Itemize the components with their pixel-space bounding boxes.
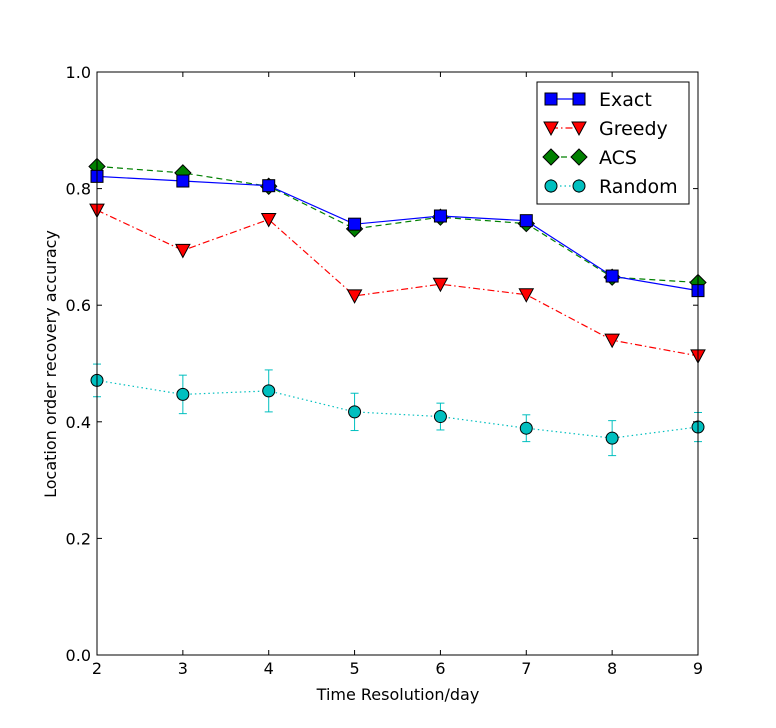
y-tick-label: 0.0 <box>66 646 91 665</box>
x-tick-label: 8 <box>607 659 617 678</box>
data-point <box>604 333 620 349</box>
series-line-exact <box>96 175 699 292</box>
series-line-greedy <box>96 209 699 357</box>
legend-marker <box>542 148 560 166</box>
data-point <box>433 209 447 223</box>
data-point <box>176 387 190 401</box>
series-line-acs <box>96 165 699 284</box>
x-tick-label: 5 <box>349 659 359 678</box>
data-point <box>432 277 449 293</box>
legend-label: Greedy <box>599 118 668 140</box>
data-point <box>519 214 533 228</box>
y-tick-label: 1.0 <box>66 63 91 82</box>
x-tick-label: 2 <box>92 659 102 678</box>
legend-label: ACS <box>599 147 637 169</box>
y-tick-label: 0.6 <box>66 296 91 315</box>
legend-marker <box>544 179 558 193</box>
data-point <box>262 179 276 193</box>
legend-marker <box>543 121 559 137</box>
legend-entry-exact: Exact <box>544 89 652 111</box>
y-tick-label: 0.8 <box>66 180 91 199</box>
legend: Exact Greedy ACS Random <box>536 81 690 205</box>
data-point <box>518 288 535 303</box>
legend-entry-acs: ACS <box>542 147 637 169</box>
data-point <box>260 212 277 228</box>
x-tick-label: 7 <box>521 659 531 678</box>
x-tick-label: 9 <box>693 659 703 678</box>
data-point <box>605 431 619 445</box>
series-greedy <box>89 203 706 364</box>
data-point <box>262 384 276 398</box>
y-tick-label: 0.2 <box>66 529 91 548</box>
legend-entry-greedy: Greedy <box>543 118 668 140</box>
data-point <box>175 243 191 259</box>
x-tick-label: 6 <box>435 659 445 678</box>
legend-marker <box>544 92 558 106</box>
data-point <box>519 421 533 435</box>
x-tick-label: 3 <box>178 659 188 678</box>
y-axis-label: Location order recovery accuracy <box>41 230 60 498</box>
legend-entry-random: Random <box>544 176 678 198</box>
x-axis-label: Time Resolution/day <box>316 685 480 704</box>
plot-frame <box>96 71 699 656</box>
data-point <box>176 174 190 188</box>
legend-marker <box>572 92 586 106</box>
legend-marker <box>572 179 586 193</box>
data-point <box>346 289 363 304</box>
data-point <box>605 269 619 283</box>
legend-marker <box>571 121 587 137</box>
x-tick-label: 4 <box>264 659 274 678</box>
legend-label: Random <box>599 176 678 198</box>
y-tick-label: 0.4 <box>66 413 91 432</box>
data-point <box>433 410 447 424</box>
legend-label: Exact <box>599 89 652 111</box>
legend-marker <box>570 148 588 166</box>
legend-box <box>536 81 690 205</box>
series-exact <box>90 169 705 298</box>
data-point <box>348 405 362 419</box>
data-point <box>348 217 362 231</box>
